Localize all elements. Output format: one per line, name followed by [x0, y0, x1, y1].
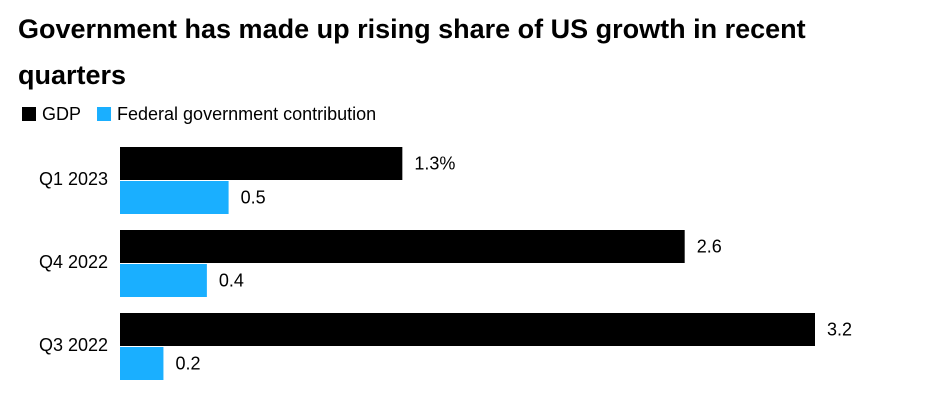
data-label: 3.2	[827, 319, 852, 339]
bar	[120, 264, 207, 297]
bar	[120, 181, 229, 214]
bar	[120, 313, 815, 346]
bar	[120, 347, 164, 380]
data-label: 0.5	[241, 187, 266, 207]
legend-label: GDP	[42, 104, 81, 124]
data-label: 2.6	[697, 236, 722, 256]
y-tick-label: Q1 2023	[39, 169, 108, 189]
bar	[120, 230, 685, 263]
legend-label: Federal government contribution	[117, 104, 376, 124]
bar	[120, 147, 403, 180]
data-label: 1.3%	[414, 153, 455, 173]
data-label: 0.2	[175, 353, 200, 373]
chart-title: Government has made up rising share of U…	[18, 14, 806, 90]
data-label: 0.4	[219, 270, 244, 290]
y-tick-label: Q4 2022	[39, 252, 108, 272]
y-tick-label: Q3 2022	[39, 335, 108, 355]
legend-swatch	[97, 107, 112, 121]
legend-swatch	[22, 107, 36, 121]
